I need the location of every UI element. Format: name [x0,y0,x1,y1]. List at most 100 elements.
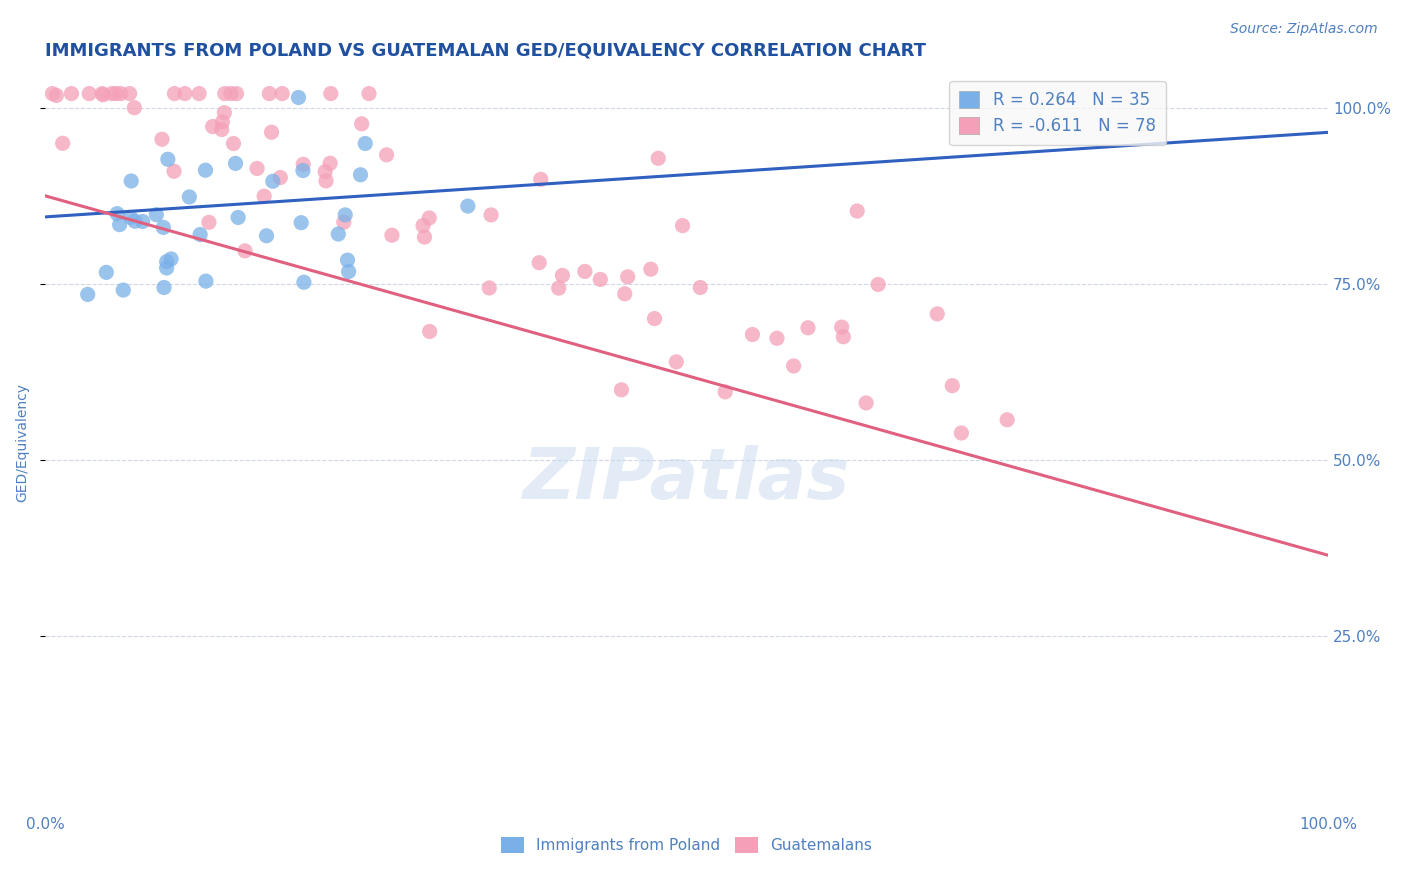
Point [381,228,404,243]
Text: Source: ZipAtlas.com: Source: ZipAtlas.com [1230,22,1378,37]
Point [357,87,380,101]
Point [941,378,963,392]
Point [551,268,574,283]
Point [927,307,949,321]
Point [336,253,359,268]
Point [271,87,294,101]
Point [160,252,183,266]
Point [855,396,877,410]
Point [610,383,633,397]
Point [260,125,283,139]
Point [413,230,436,244]
Point [375,148,398,162]
Point [112,283,135,297]
Point [589,272,612,286]
Point [96,265,118,279]
Point [418,211,440,225]
Point [256,228,278,243]
Point [868,277,890,292]
Point [110,87,132,101]
Point [644,311,666,326]
Point [262,174,284,188]
Point [269,170,291,185]
Point [52,136,75,151]
Y-axis label: GED/Equivalency: GED/Equivalency [15,383,30,502]
Point [156,254,179,268]
Point [665,355,688,369]
Point [350,117,373,131]
Point [333,215,356,229]
Point [173,87,195,101]
Point [163,164,186,178]
Point [479,208,502,222]
Point [131,214,153,228]
Point [574,264,596,278]
Point [419,325,441,339]
Point [832,330,855,344]
Point [60,87,83,101]
Text: IMMIGRANTS FROM POLAND VS GUATEMALAN GED/EQUIVALENCY CORRELATION CHART: IMMIGRANTS FROM POLAND VS GUATEMALAN GED… [45,42,927,60]
Point [150,132,173,146]
Point [188,227,211,242]
Point [547,281,569,295]
Point [101,87,124,101]
Point [156,153,179,167]
Point [153,280,176,294]
Point [315,174,337,188]
Point [714,384,737,399]
Point [412,219,434,233]
Point [222,136,245,151]
Point [77,87,100,101]
Point [145,208,167,222]
Point [995,413,1018,427]
Point [211,122,233,136]
Point [108,218,131,232]
Point [319,87,342,101]
Point [613,286,636,301]
Point [246,161,269,176]
Legend: R = 0.264   N = 35, R = -0.611   N = 78: R = 0.264 N = 35, R = -0.611 N = 78 [949,81,1166,145]
Point [118,87,141,101]
Point [219,87,242,101]
Point [349,168,371,182]
Point [225,156,247,170]
Point [163,87,186,101]
Point [478,281,501,295]
Point [292,157,315,171]
Point [91,87,114,101]
Point [124,214,146,228]
Point [337,264,360,278]
Point [766,331,789,345]
Point [689,280,711,294]
Point [104,87,127,101]
Point [292,275,315,289]
Point [741,327,763,342]
Point [198,215,221,229]
Point [616,269,638,284]
Point [41,87,63,101]
Point [530,172,553,186]
Point [225,87,247,101]
Point [328,227,350,241]
Point [457,199,479,213]
Point [846,204,869,219]
Point [124,101,146,115]
Point [214,105,236,120]
Point [194,163,217,178]
Point [290,216,312,230]
Point [211,115,233,129]
Point [120,174,142,188]
Text: ZIPatlas: ZIPatlas [523,445,851,514]
Point [120,211,142,225]
Point [335,208,357,222]
Point [45,88,67,103]
Point [152,220,174,235]
Point [831,320,853,334]
Point [782,359,804,373]
Point [647,151,669,165]
Point [214,87,236,101]
Point [950,425,973,440]
Point [188,87,211,101]
Point [76,287,98,301]
Point [194,274,217,288]
